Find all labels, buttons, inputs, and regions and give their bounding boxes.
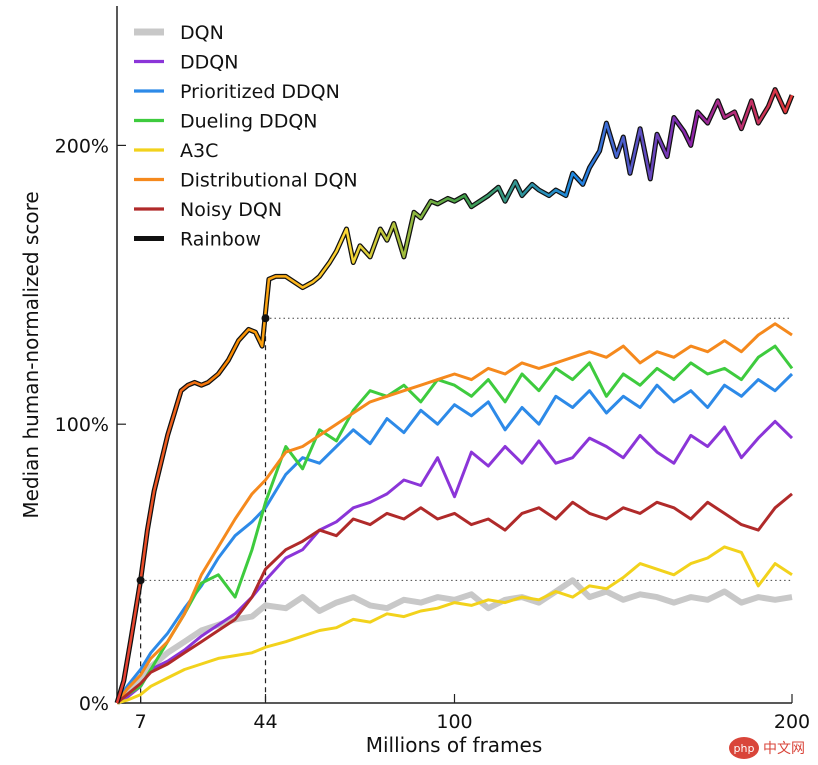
- legend-label-dueling-ddqn: Dueling DDQN: [180, 111, 318, 133]
- x-ticks: 7 44 100 200: [135, 694, 810, 733]
- y-ticks: 0% 100% 200%: [55, 135, 126, 715]
- y-tick-label: 0%: [79, 693, 109, 715]
- watermark-logo: php 中文网: [729, 737, 805, 759]
- marker-dot: [261, 314, 270, 323]
- x-tick-label: 7: [135, 711, 147, 733]
- y-axis-title: Median human-normalized score: [19, 191, 43, 518]
- series-line-dqn: [115, 577, 793, 706]
- legend-label-a3c: A3C: [180, 140, 218, 162]
- legend-label-rainbow: Rainbow: [180, 229, 261, 251]
- svg-text:php: php: [734, 742, 755, 755]
- svg-text:中文网: 中文网: [763, 741, 805, 757]
- x-tick-label: 200: [774, 711, 810, 733]
- series-line-noisy-dqn: [116, 492, 793, 705]
- rainbow-markers: [136, 314, 270, 585]
- series-lines: [114, 87, 795, 706]
- series-line-a3c: [116, 545, 793, 705]
- legend-label-distributional-dqn: Distributional DQN: [180, 170, 358, 192]
- series-line-prioritized-ddqn: [115, 372, 794, 704]
- legend-label-prioritized-ddqn: Prioritized DDQN: [180, 81, 340, 103]
- y-tick-label: 200%: [55, 135, 109, 157]
- x-tick-label: 44: [253, 711, 277, 733]
- x-tick-label: 100: [436, 711, 472, 733]
- marker-dot: [136, 576, 145, 585]
- series-line-rainbow: [115, 88, 794, 704]
- legend: DQN DDQN Prioritized DDQN Dueling DDQN A3C Di…: [134, 22, 358, 251]
- legend-label-noisy-dqn: Noisy DQN: [180, 199, 282, 221]
- reference-lines: [140, 317, 792, 703]
- legend-label-ddqn: DDQN: [180, 52, 238, 74]
- series-line-dueling-ddqn: [116, 344, 794, 705]
- series-line-distributional-dqn: [115, 322, 793, 704]
- y-tick-label: 100%: [55, 414, 109, 436]
- series-line-ddqn: [116, 419, 794, 705]
- x-axis-title: Millions of frames: [366, 733, 543, 757]
- legend-label-dqn: DQN: [180, 22, 224, 44]
